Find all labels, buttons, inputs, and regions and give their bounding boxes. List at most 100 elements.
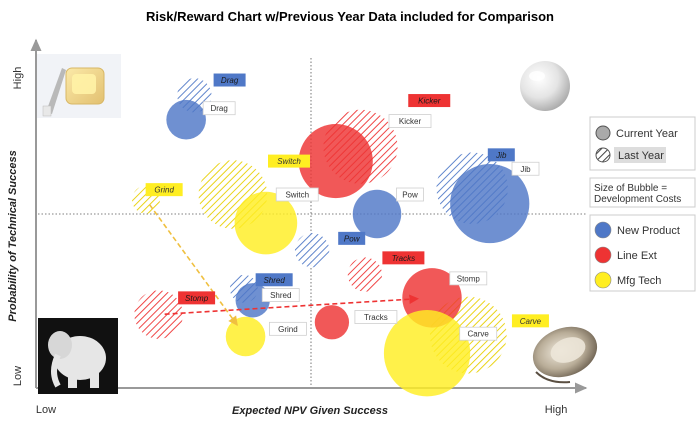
chart-title: Risk/Reward Chart w/Previous Year Data i… bbox=[146, 9, 554, 24]
bubble-tracks-current-year bbox=[314, 305, 350, 340]
label-box bbox=[354, 310, 398, 324]
label-box bbox=[511, 314, 549, 328]
label-text: Grind bbox=[278, 325, 298, 334]
label-tracks-last-year: Tracks bbox=[382, 251, 425, 265]
legend-mfg-tech-marker bbox=[594, 271, 612, 289]
oyster-icon bbox=[532, 326, 598, 384]
label-box bbox=[449, 271, 488, 286]
size-note: Size of Bubble = Development Costs bbox=[589, 177, 696, 208]
label-box bbox=[382, 251, 425, 265]
label-text: Carve bbox=[468, 330, 490, 339]
label-pow-last-year: Pow bbox=[338, 231, 366, 245]
legend-current-year-label: Current Year bbox=[616, 128, 678, 140]
label-text: Kicker bbox=[399, 117, 422, 126]
legend-current-year-marker bbox=[595, 125, 611, 141]
label-text: Stomp bbox=[185, 294, 209, 303]
reference-lines bbox=[38, 58, 586, 386]
legend-line-ext-label: Line Ext bbox=[617, 250, 657, 262]
pearl-icon bbox=[520, 61, 570, 111]
x-axis-high-label: High bbox=[545, 404, 568, 416]
x-axis-low-label: Low bbox=[36, 404, 56, 416]
y-axis-low-label: Low bbox=[12, 366, 24, 386]
butter-toast-icon bbox=[37, 54, 121, 118]
label-box bbox=[338, 231, 366, 245]
arrow-stomp bbox=[164, 294, 419, 316]
y-axis-high-label: High bbox=[12, 67, 24, 90]
bubble-switch-current-year bbox=[234, 191, 298, 255]
label-grind-current-year: Grind bbox=[268, 321, 307, 336]
label-box bbox=[202, 101, 236, 116]
label-text: Switch bbox=[285, 191, 309, 200]
label-kicker-current-year: Kicker bbox=[388, 114, 432, 128]
bubble-drag-current-year bbox=[166, 99, 206, 140]
white-elephant-icon bbox=[38, 318, 118, 394]
bubble-carve-current-year bbox=[383, 310, 471, 397]
legend-last-year-marker bbox=[595, 147, 611, 163]
label-text: Stomp bbox=[457, 274, 481, 283]
labels-layer: Drag Drag Kicker Kicker Jib Jib Switch Switch Gr… bbox=[145, 73, 549, 341]
label-drag-current-year: Drag bbox=[202, 101, 236, 116]
legend-line-ext-marker bbox=[594, 246, 612, 264]
label-box bbox=[408, 94, 451, 108]
label-text: Switch bbox=[277, 157, 301, 166]
label-box bbox=[268, 154, 310, 168]
label-pow-current-year: Pow bbox=[396, 187, 424, 202]
bubbles-layer bbox=[131, 78, 530, 397]
bubble-grind-current-year bbox=[225, 316, 266, 357]
label-text: Kicker bbox=[418, 97, 441, 106]
label-shred-current-year: Shred bbox=[261, 288, 300, 302]
label-box bbox=[213, 73, 246, 87]
label-text: Carve bbox=[520, 317, 542, 326]
size-note-line2: Development Costs bbox=[594, 194, 681, 205]
label-grind-last-year: Grind bbox=[145, 183, 183, 197]
label-box bbox=[268, 321, 307, 336]
label-text: Jib bbox=[495, 151, 507, 160]
label-drag-last-year: Drag bbox=[213, 73, 246, 87]
label-text: Tracks bbox=[364, 313, 388, 322]
label-box bbox=[145, 183, 183, 197]
x-axis-title: Expected NPV Given Success bbox=[232, 405, 388, 417]
bubble-pow-current-year bbox=[352, 189, 402, 239]
label-jib-last-year: Jib bbox=[487, 148, 515, 162]
label-box bbox=[487, 148, 515, 162]
size-note-line1: Size of Bubble = bbox=[594, 183, 667, 194]
arrows-layer bbox=[148, 204, 419, 326]
bubble-pow-last-year bbox=[294, 233, 330, 268]
label-box bbox=[459, 326, 498, 341]
legend-new-product-label: New Product bbox=[617, 225, 680, 237]
y-axis-title: Probability of Technical Success bbox=[7, 150, 19, 321]
label-tracks-current-year: Tracks bbox=[354, 310, 398, 324]
label-box bbox=[511, 161, 540, 176]
label-text: Shred bbox=[263, 276, 285, 285]
label-stomp-last-year: Stomp bbox=[178, 291, 216, 305]
label-jib-current-year: Jib bbox=[511, 161, 540, 176]
label-box bbox=[388, 114, 432, 128]
label-switch-last-year: Switch bbox=[268, 154, 310, 168]
arrow-grind bbox=[148, 204, 238, 326]
label-kicker-last-year: Kicker bbox=[408, 94, 451, 108]
legend-mfg-tech-label: Mfg Tech bbox=[617, 275, 661, 287]
category-legend: New Product Line Ext Mfg Tech bbox=[589, 214, 696, 292]
bubble-kicker-current-year bbox=[298, 124, 373, 199]
label-text: Pow bbox=[402, 191, 418, 200]
bubble-tracks-last-year bbox=[347, 257, 383, 292]
label-text: Pow bbox=[344, 234, 361, 243]
label-box bbox=[261, 288, 300, 302]
label-text: Grind bbox=[154, 186, 174, 195]
label-switch-current-year: Switch bbox=[275, 187, 319, 202]
label-text: Tracks bbox=[392, 254, 415, 263]
label-box bbox=[178, 291, 216, 305]
label-box bbox=[396, 187, 424, 202]
label-shred-last-year: Shred bbox=[255, 273, 293, 287]
legend-last-year-label: Last Year bbox=[618, 150, 664, 162]
label-box bbox=[275, 187, 319, 202]
bubble-stomp-last-year bbox=[134, 290, 183, 339]
label-carve-last-year: Carve bbox=[511, 314, 549, 328]
label-text: Drag bbox=[221, 76, 239, 85]
label-text: Drag bbox=[210, 104, 227, 113]
bubble-jib-current-year bbox=[450, 163, 530, 244]
label-box bbox=[255, 273, 293, 287]
period-legend: Current Year Last Year bbox=[589, 116, 696, 171]
label-carve-current-year: Carve bbox=[459, 326, 498, 341]
